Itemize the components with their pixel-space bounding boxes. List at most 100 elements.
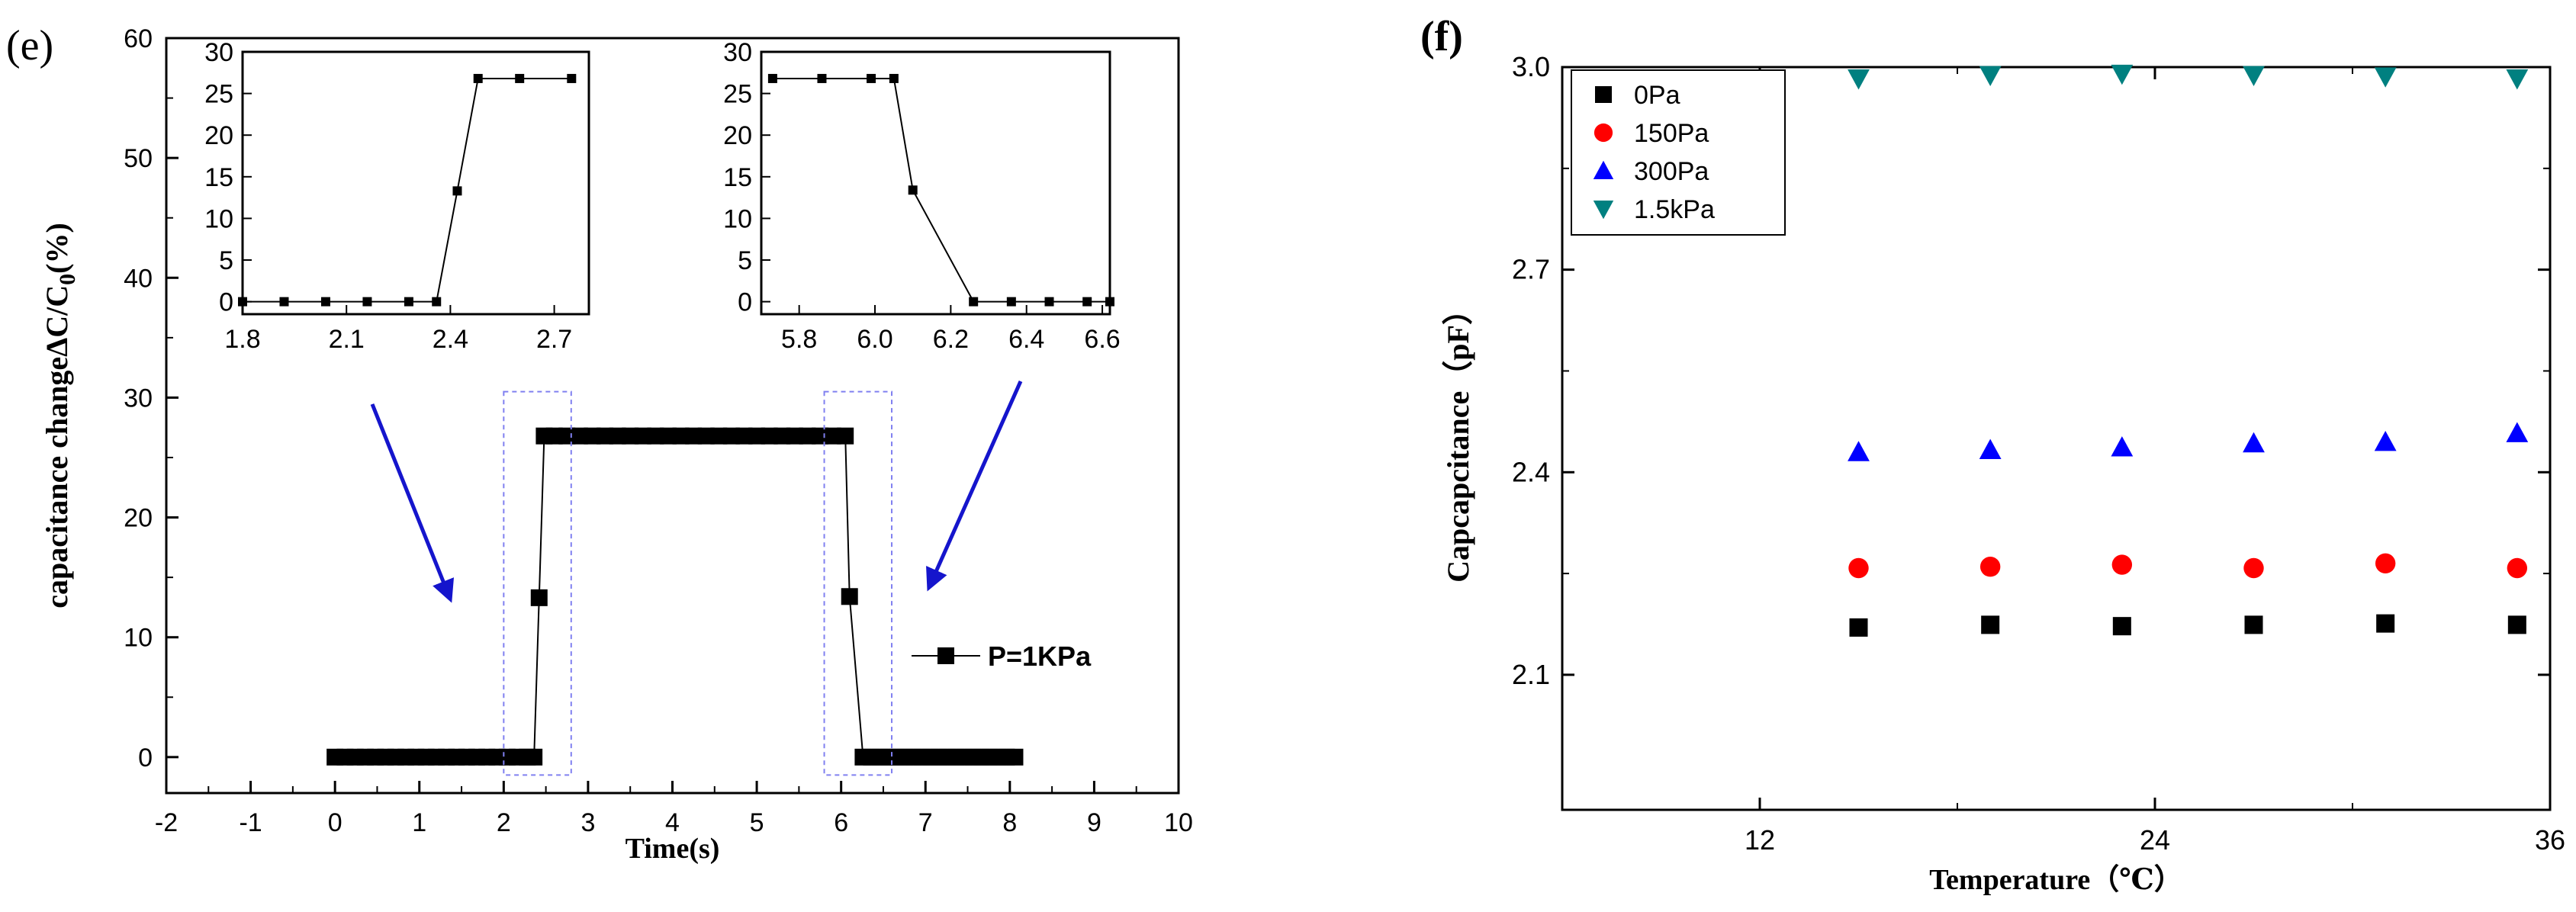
y-tick-label-e: 0 (138, 743, 153, 772)
data-point-1-5kpa (2374, 67, 2397, 88)
inset-data-point (404, 297, 413, 307)
arrow-left-inset (370, 403, 455, 603)
inset-data-point (817, 73, 827, 83)
data-point-e (1006, 748, 1024, 766)
inset-data-point (1105, 297, 1114, 307)
data-point-150pa (2111, 554, 2133, 575)
legend-marker-e (937, 647, 954, 664)
data-point-e (824, 427, 841, 445)
highlight-box-rise (503, 390, 572, 776)
data-point-1-5kpa (1979, 66, 2002, 87)
inset-y-tick-label: 0 (738, 288, 752, 317)
inset-data-point (473, 73, 483, 83)
data-point-0pa (1849, 618, 1868, 637)
data-point-e (685, 427, 703, 445)
x-tick-label-e: -1 (239, 808, 262, 837)
panel-label-f: (f) (1420, 13, 1463, 60)
inset-frame (760, 50, 1111, 316)
data-point-300pa (2243, 432, 2265, 453)
data-point-e (609, 427, 626, 445)
x-tick-label-e: 5 (750, 808, 764, 837)
inset-data-point (320, 297, 330, 307)
legend-marker-f (1593, 201, 1614, 220)
inset-data-point (908, 185, 918, 195)
y-axis-label-e: capacitance changeΔC/C0(%) (40, 223, 80, 609)
data-point-0pa (2376, 614, 2395, 633)
data-point-e (526, 748, 543, 766)
inset-data-point (238, 297, 247, 307)
inset-y-tick-label: 30 (723, 38, 752, 67)
data-point-e (634, 427, 651, 445)
data-point-e (558, 427, 576, 445)
panel-label-e: (e) (6, 22, 53, 69)
data-point-e (799, 427, 816, 445)
inset-y-tick-label: 0 (219, 288, 233, 317)
inset-x-tick-label: 1.8 (224, 325, 260, 354)
data-point-e (773, 427, 791, 445)
inset-y-tick-label: 15 (723, 163, 752, 192)
inset-data-point (362, 297, 372, 307)
inset-y-tick-label: 5 (738, 246, 752, 275)
y-tick-label-e: 30 (124, 384, 153, 413)
x-tick-label-e: 8 (1002, 808, 1017, 837)
inset-x-tick-label: 2.7 (536, 325, 572, 354)
inset-series-line (243, 77, 572, 303)
x-tick-label-e: 0 (328, 808, 343, 837)
arrow-right-inset (926, 380, 1023, 592)
inset-data-point (1082, 297, 1092, 307)
data-point-150pa (1979, 557, 2001, 577)
x-tick-label-e: 2 (497, 808, 511, 837)
legend-label-f: 300Pa (1634, 157, 1709, 186)
data-point-0pa (2244, 615, 2263, 634)
y-axis-label-main: capacitance changeΔC/C (40, 285, 74, 609)
legend-label-e: P=1KPa (988, 641, 1092, 672)
inset-data-point (889, 73, 899, 83)
x-axis-label-e: Time(s) (626, 833, 720, 865)
panel-e: (e)-2 -1 0 1 2 3 4 5 6 7 8 9 100102030405060Time(s)c… (6, 22, 1193, 865)
x-tick-label-e: 10 (1164, 808, 1193, 837)
inset-data-point (515, 73, 525, 83)
inset-y-tick-label: 30 (204, 38, 233, 67)
legend-marker-f (1594, 123, 1613, 143)
y-axis-label-suffix: (%) (40, 223, 74, 274)
inset-data-point (279, 297, 289, 307)
data-point-300pa (2111, 436, 2134, 457)
inset-frame (241, 50, 590, 316)
x-tick-label-e: 1 (412, 808, 426, 837)
data-point-e (786, 427, 803, 445)
data-point-e (837, 427, 854, 445)
data-point-1-5kpa (1848, 69, 1870, 90)
legend-marker-f (1595, 86, 1612, 103)
data-point-e (697, 427, 715, 445)
inset-x-tick-label: 2.1 (329, 325, 365, 354)
data-point-e (841, 588, 858, 605)
inset-data-point (452, 186, 462, 196)
data-point-300pa (2506, 422, 2529, 442)
data-point-e (597, 427, 614, 445)
x-tick-label-f: 36 (2535, 824, 2565, 856)
y-tick-label-e: 20 (124, 504, 153, 533)
inset-data-point (767, 73, 777, 83)
legend-label-f: 0Pa (1634, 81, 1680, 110)
inset-y-tick-label: 5 (219, 246, 233, 275)
y-tick-label-e: 60 (124, 24, 153, 53)
data-point-e (735, 427, 753, 445)
inset-y-tick-label: 20 (204, 121, 233, 150)
data-point-e (748, 427, 766, 445)
inset-y-tick-label: 15 (204, 163, 233, 192)
data-point-e (622, 427, 639, 445)
inset-x-tick-label: 5.8 (781, 325, 817, 354)
y-tick-label-f: 2.7 (1512, 254, 1550, 285)
data-point-e (761, 427, 778, 445)
inset-y-tick-label: 25 (204, 80, 233, 109)
legend-marker-f (1593, 160, 1614, 179)
data-point-0pa (1981, 615, 2000, 634)
data-point-1-5kpa (2506, 69, 2529, 90)
inset-x-tick-label: 6.4 (1008, 325, 1044, 354)
x-tick-label-e: 9 (1087, 808, 1101, 837)
inset-y-tick-label: 10 (723, 204, 752, 233)
y-axis-label-f: Capcapcitance（pF） (1441, 294, 1475, 583)
inset-x-tick-label: 6.0 (857, 325, 892, 354)
data-point-e (647, 427, 664, 445)
